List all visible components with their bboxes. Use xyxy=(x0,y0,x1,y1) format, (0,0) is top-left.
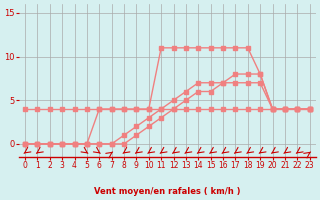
X-axis label: Vent moyen/en rafales ( km/h ): Vent moyen/en rafales ( km/h ) xyxy=(94,187,241,196)
